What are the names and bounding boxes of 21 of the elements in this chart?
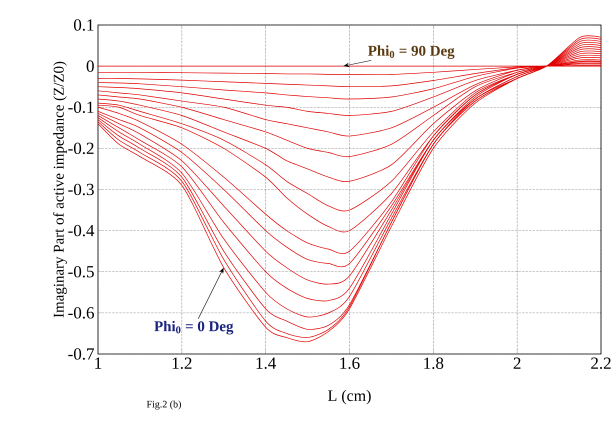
x-tick-label: 2.2: [591, 358, 611, 369]
x-tick-label: 1.8: [424, 358, 444, 370]
y-tick-label: -0.6: [68, 307, 94, 319]
y-tick-label: -0.2: [68, 142, 94, 154]
x-axis-title: L (cm): [328, 390, 371, 404]
y-tick-label: 0: [86, 60, 94, 72]
x-tick-label: 1: [95, 358, 102, 369]
caption: Fig.2 (b): [146, 400, 181, 410]
x-tick-label: 1.2: [172, 358, 192, 369]
y-tick-label: -0.1: [68, 102, 94, 113]
y-tick-label: -0.4: [68, 224, 94, 236]
y-tick-label: -0.3: [68, 184, 94, 196]
y-axis-title: Imaginary Part of active impedance (Z/Z0): [53, 62, 67, 318]
y-tick-label: -0.5: [68, 266, 94, 278]
y-tick-label: -0.7: [68, 348, 94, 360]
y-tick-label: 0.1: [74, 19, 94, 31]
x-tick-label: 2: [514, 358, 520, 369]
annotation: Phi$_{0}$ = 0 Deg: [154, 320, 234, 334]
x-tick-label: 1.6: [340, 358, 360, 369]
annotation: Phi$_{0}$ = 90 Deg: [368, 45, 455, 59]
x-tick-label: 1.4: [256, 358, 276, 369]
